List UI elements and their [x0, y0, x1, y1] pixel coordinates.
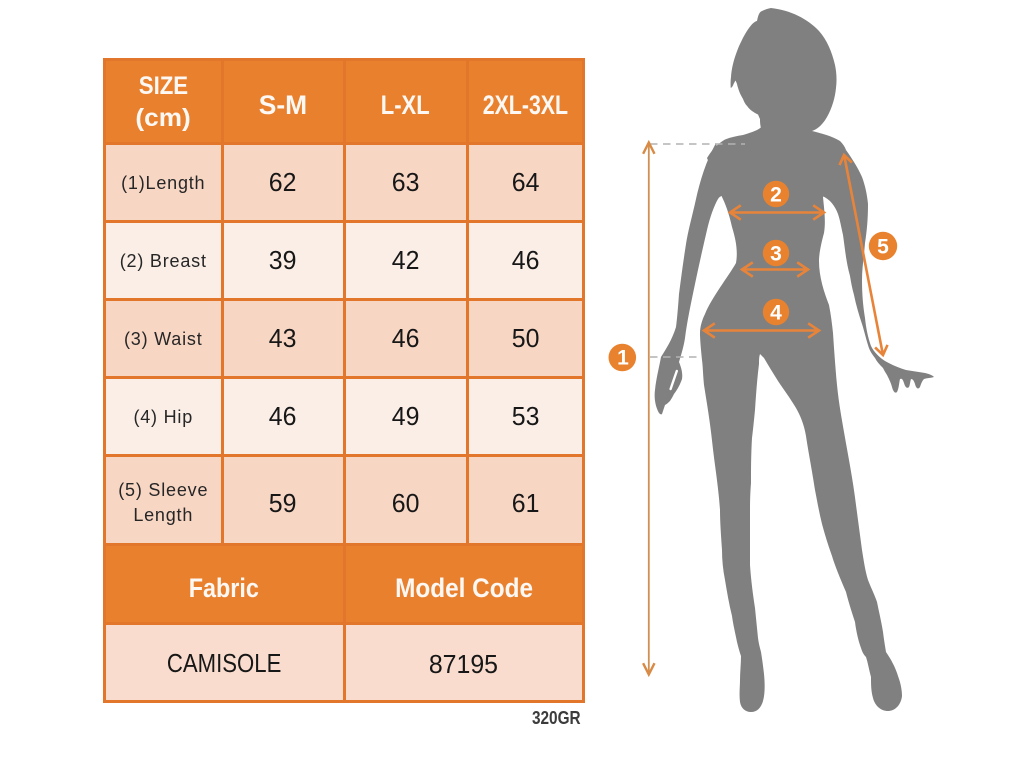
svg-text:2: 2: [770, 184, 782, 207]
svg-text:3: 3: [770, 243, 782, 266]
svg-text:5: 5: [877, 236, 889, 259]
svg-text:1: 1: [617, 347, 629, 370]
svg-text:4: 4: [770, 302, 782, 325]
